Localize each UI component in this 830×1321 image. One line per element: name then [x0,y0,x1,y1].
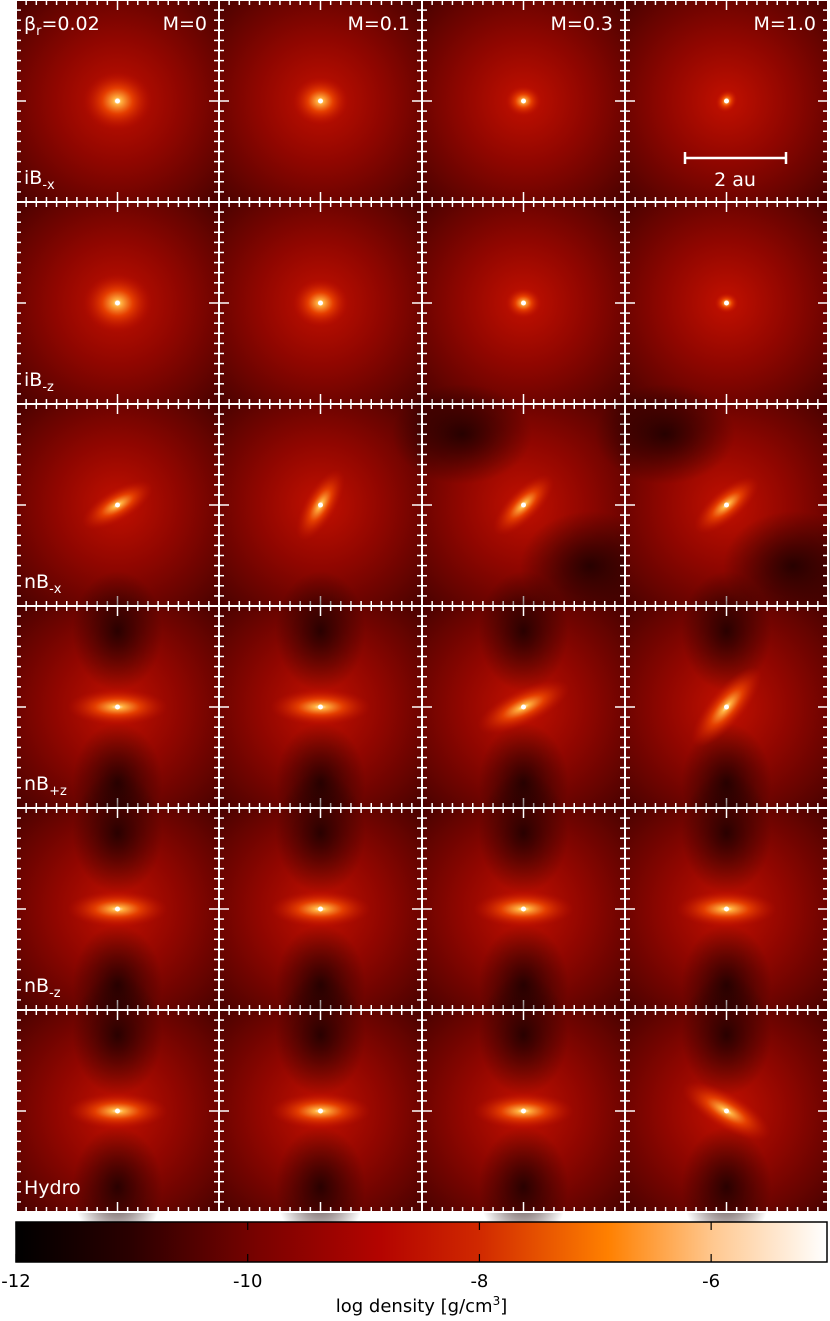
row-label: nB+z [24,773,67,799]
column-label: M=0.3 [550,13,613,35]
low-density-region [72,1127,163,1247]
low-density-region [478,975,569,1095]
panel-border [624,1009,829,1213]
protostar [724,98,729,104]
protostar [115,906,120,912]
column-label: M=0.1 [347,13,410,35]
protostar [318,98,323,104]
scale-bar-label: 2 au [714,169,756,191]
protostar [115,502,120,508]
row-label-base: nB [24,773,49,795]
protostar [724,704,729,710]
row-label-base: iB [24,167,42,189]
protostar [724,502,729,508]
row-label: Hydro [24,1177,81,1199]
row-label: nB-z [24,975,61,1001]
protostar [115,98,120,104]
row-label-base: nB [24,571,49,593]
corner-label-base: β [24,13,36,35]
low-density-region [595,384,735,484]
low-density-region [275,571,366,691]
colorbar-label-sup: 3 [493,1294,501,1308]
protostar [521,906,526,912]
protostar [521,502,526,508]
protostar [115,300,120,306]
protostar [318,906,323,912]
low-density-region [478,571,569,691]
corner-label-rest: =0.02 [42,13,100,35]
row-label-sub: -x [49,582,62,597]
protostar [115,704,120,710]
colorbar-label-base: log density [g/cm [336,1296,493,1317]
row-label-sub: +z [49,784,67,799]
row-label-base: Hydro [24,1177,81,1199]
low-density-region [681,1127,772,1247]
row-label-sub: -z [49,986,61,1001]
protostar [521,1108,526,1114]
low-density-region [275,773,366,893]
colorbar-label-rest: ] [500,1296,507,1317]
colorbar [15,1221,828,1263]
protostar [724,906,729,912]
protostar [318,704,323,710]
low-density-region [72,773,163,893]
low-density-region [478,1127,569,1247]
protostar [521,300,526,306]
row-label: iB-x [24,167,55,193]
row-label-sub: -x [42,178,55,193]
low-density-region [681,773,772,893]
corner-label-sub: r [36,24,42,39]
row-label-base: nB [24,975,49,997]
colorbar-tick-label: -12 [1,1271,30,1292]
colorbar-label: log density [g/cm3] [336,1294,508,1317]
colorbar-tick-label: -10 [233,1271,262,1292]
row-label: iB-z [24,369,54,395]
low-density-region [72,975,163,1095]
row-label-sub: -z [42,380,54,395]
protostar [318,300,323,306]
protostar [724,1108,729,1114]
low-density-region [681,571,772,691]
corner-label: βr=0.02 [24,13,100,39]
column-label: M=0 [163,13,207,35]
low-density-region [72,571,163,691]
column-label: M=1.0 [753,13,816,35]
low-density-region [681,975,772,1095]
protostar [115,1108,120,1114]
protostar [318,1108,323,1114]
low-density-region [275,1127,366,1247]
protostar [521,98,526,104]
protostar [521,704,526,710]
colorbar-tick-label: -8 [470,1271,488,1292]
low-density-region [478,773,569,893]
protostar [724,300,729,306]
low-density-region [275,975,366,1095]
row-label-base: iB [24,369,42,391]
low-density-region [392,384,532,484]
protostar [318,502,323,508]
colorbar-tick-label: -6 [702,1271,720,1292]
row-label: nB-x [24,571,62,597]
